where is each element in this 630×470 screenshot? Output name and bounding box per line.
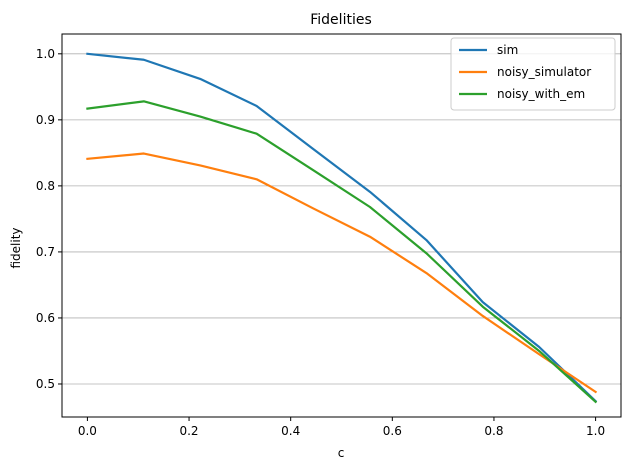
x-tick-label: 0.8 — [484, 424, 503, 438]
series-lines — [86, 52, 598, 404]
x-tick-label: 0.4 — [281, 424, 300, 438]
x-tick-label: 0.0 — [78, 424, 97, 438]
legend-label-sim: sim — [497, 43, 518, 57]
x-tick-label: 0.2 — [179, 424, 198, 438]
y-axis-label: fidelity — [9, 227, 23, 268]
y-tick-label: 0.7 — [36, 245, 55, 259]
y-tick-label: 0.6 — [36, 311, 55, 325]
y-axis-ticks: 0.5 0.6 0.7 0.8 0.9 1.0 — [36, 47, 62, 391]
legend: sim noisy_simulator noisy_with_em — [450, 37, 616, 111]
legend-label-noisy-simulator: noisy_simulator — [497, 65, 591, 79]
axes — [61, 33, 622, 418]
legend-label-noisy-with-em: noisy_with_em — [497, 87, 585, 101]
y-tick-label: 1.0 — [36, 47, 55, 61]
y-tick-label: 0.8 — [36, 179, 55, 193]
x-tick-label: 0.6 — [383, 424, 402, 438]
legend-box — [450, 37, 616, 111]
chart-title: Fidelities — [310, 12, 372, 28]
y-tick-label: 0.9 — [36, 113, 55, 127]
series-line-sim — [86, 52, 598, 403]
x-axis-ticks: 0.0 0.2 0.4 0.6 0.8 1.0 — [78, 417, 605, 438]
series-line-noisy-with-em — [86, 100, 598, 404]
x-tick-label: 1.0 — [586, 424, 605, 438]
plot-frame — [61, 33, 622, 418]
y-tick-label: 0.5 — [36, 377, 55, 391]
series-line-noisy-simulator — [86, 152, 598, 394]
x-axis-label: c — [338, 446, 345, 460]
